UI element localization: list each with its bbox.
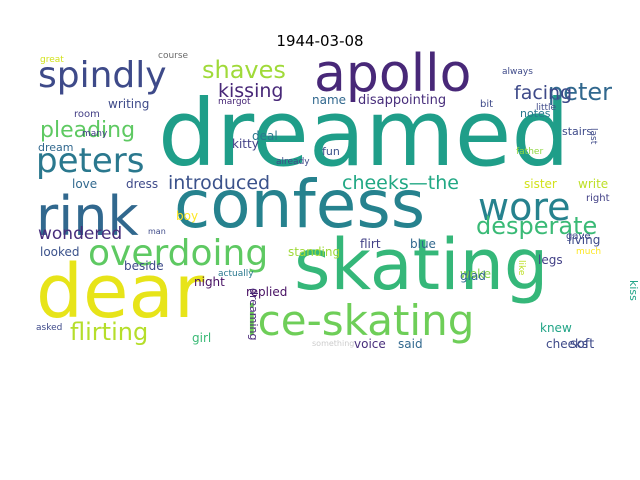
word-dream: dream xyxy=(38,141,74,154)
word-peter: peter xyxy=(548,78,613,106)
word-dreaming: dreaming xyxy=(247,288,260,341)
word-sister: sister xyxy=(524,177,557,191)
word-always: always xyxy=(502,67,533,77)
word-right: right xyxy=(586,193,610,204)
word-beside: beside xyxy=(124,259,164,273)
word-standing: standing xyxy=(288,245,341,259)
word-gave: gave xyxy=(566,231,591,242)
word-living: living xyxy=(568,233,601,247)
word-deal: deal xyxy=(252,129,278,143)
word-peters: peters xyxy=(36,141,145,181)
word-knew: knew xyxy=(540,321,572,335)
word-actually: actually xyxy=(218,269,254,279)
word-replied: replied xyxy=(246,285,288,299)
word-boy: boy xyxy=(176,209,199,223)
word-ice-skating: ice-skating xyxy=(246,296,475,345)
word-girl: girl xyxy=(192,331,212,345)
word-fun: fun xyxy=(322,145,340,158)
word-course: course xyxy=(158,51,189,61)
word-wondered: wondered xyxy=(38,224,123,244)
word-cheeks-the: cheeks—the xyxy=(342,172,459,194)
word-flirting: flirting xyxy=(70,318,149,346)
word-soft: soft xyxy=(570,337,595,352)
word-much: much xyxy=(576,247,602,257)
word-rink: rink xyxy=(36,185,139,248)
word-disappointing: disappointing xyxy=(358,93,447,108)
word-skating: skating xyxy=(294,224,549,306)
word-write: write xyxy=(578,177,609,191)
word-father: father xyxy=(516,147,544,157)
word-already: already xyxy=(276,157,310,167)
word-kiss: kiss xyxy=(627,280,640,301)
word-great: great xyxy=(40,55,64,65)
word-overdoing: overdoing xyxy=(88,233,269,274)
word-bit: bit xyxy=(480,99,494,110)
word-cloud: dreamed confess skating dear apollo ice-skati… xyxy=(36,44,640,362)
word-kissing: kissing xyxy=(218,80,284,102)
word-shaves: shaves xyxy=(202,56,286,84)
word-spindly: spindly xyxy=(38,55,167,96)
word-apollo: apollo xyxy=(314,44,472,104)
word-night: night xyxy=(194,275,225,289)
word-confess: confess xyxy=(174,166,426,243)
word-margot: margot xyxy=(218,97,251,107)
word-notes: notes xyxy=(520,107,551,120)
word-blue: blue xyxy=(410,237,436,251)
word-said: said xyxy=(398,337,423,351)
word-looked: looked xyxy=(40,245,80,259)
word-facing: facing xyxy=(514,82,573,104)
word-woke: woke xyxy=(460,267,492,281)
chart-title: 1944-03-08 xyxy=(276,32,364,50)
word-wore: wore xyxy=(478,185,571,229)
word-like: like xyxy=(516,260,526,276)
word-introduced: introduced xyxy=(168,172,271,194)
word-desperate: desperate xyxy=(476,212,598,240)
word-dress: dress xyxy=(126,177,159,191)
word-many: many xyxy=(82,129,108,139)
word-room: room xyxy=(74,109,100,120)
word-legs: legs xyxy=(538,253,563,267)
word-man: man xyxy=(148,227,166,236)
word-something: something xyxy=(312,339,355,348)
word-stairs: stairs xyxy=(562,125,593,138)
word-name: name xyxy=(312,93,347,107)
word-dreamed: dreamed xyxy=(158,80,570,187)
word-glad: glad xyxy=(460,269,486,283)
word-pleading: pleading xyxy=(40,118,136,143)
word-dear: dear xyxy=(36,249,205,335)
word-flirt: flirt xyxy=(360,237,381,251)
word-last: last xyxy=(588,128,598,145)
word-writing: writing xyxy=(108,97,150,111)
word-kitty: kitty xyxy=(232,137,259,151)
word-love: love xyxy=(72,177,98,191)
word-little: little xyxy=(536,103,557,113)
word-voice: voice xyxy=(354,337,386,351)
word-cheeks: cheeks xyxy=(546,337,589,351)
word-asked: asked xyxy=(36,323,63,333)
